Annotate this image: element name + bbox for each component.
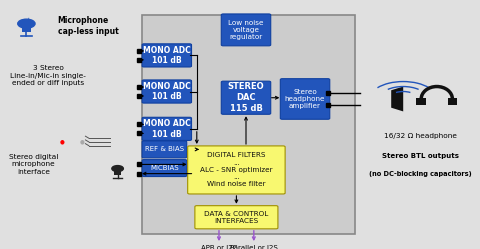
Text: DATA & CONTROL
INTERFACES: DATA & CONTROL INTERFACES — [204, 211, 268, 224]
Circle shape — [112, 166, 123, 172]
Text: MONO ADC
101 dB: MONO ADC 101 dB — [143, 46, 191, 65]
Text: MICBIAS: MICBIAS — [150, 165, 179, 171]
Text: ♩: ♩ — [22, 17, 31, 35]
Text: Stereo
headphone
amplifier: Stereo headphone amplifier — [285, 89, 325, 109]
Circle shape — [18, 19, 35, 28]
FancyBboxPatch shape — [142, 44, 192, 67]
FancyBboxPatch shape — [188, 146, 285, 194]
FancyBboxPatch shape — [142, 80, 192, 103]
Text: 3 Stereo
Line-in/Mic-in single-
ended or diff inputs: 3 Stereo Line-in/Mic-in single- ended or… — [10, 65, 86, 86]
FancyBboxPatch shape — [195, 206, 278, 229]
FancyBboxPatch shape — [221, 14, 271, 46]
Text: MONO ADC
101 dB: MONO ADC 101 dB — [143, 119, 191, 139]
Polygon shape — [391, 86, 403, 112]
Text: 16/32 Ω headphone: 16/32 Ω headphone — [384, 133, 456, 139]
Text: DIGITAL FILTERS
...
ALC - SNR optimizer
...
Wind noise filter: DIGITAL FILTERS ... ALC - SNR optimizer … — [200, 152, 273, 187]
Text: Stereo BTL outputs: Stereo BTL outputs — [382, 153, 458, 159]
Bar — [114, 168, 121, 175]
FancyBboxPatch shape — [280, 79, 330, 119]
Text: Parallel or I2S
audio interface: Parallel or I2S audio interface — [228, 245, 280, 249]
FancyBboxPatch shape — [221, 81, 271, 114]
Bar — [142, 15, 355, 234]
Bar — [22, 23, 31, 32]
Text: ●: ● — [79, 139, 84, 144]
Text: Low noise
voltage
regulator: Low noise voltage regulator — [228, 20, 264, 40]
FancyBboxPatch shape — [142, 117, 192, 140]
Text: STEREO
DAC
115 dB: STEREO DAC 115 dB — [228, 82, 264, 113]
Bar — [416, 98, 426, 105]
Text: ●: ● — [60, 139, 65, 144]
Text: Microphone
cap-less input: Microphone cap-less input — [58, 16, 119, 36]
Bar — [448, 98, 457, 105]
Text: (no DC-blocking capacitors): (no DC-blocking capacitors) — [369, 171, 471, 177]
FancyBboxPatch shape — [142, 141, 187, 158]
Text: MONO ADC
101 dB: MONO ADC 101 dB — [143, 82, 191, 101]
FancyBboxPatch shape — [142, 160, 187, 177]
Text: REF & BIAS: REF & BIAS — [145, 146, 184, 152]
Text: APB or I2C
control interface: APB or I2C control interface — [190, 245, 248, 249]
Text: Stereo digital
microphone
interface: Stereo digital microphone interface — [9, 154, 58, 175]
